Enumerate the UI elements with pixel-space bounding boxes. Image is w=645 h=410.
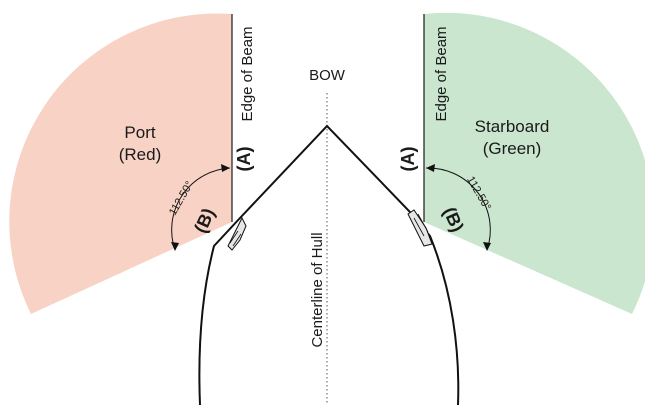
port-angle-arc [171, 167, 231, 251]
port-title-line2: (Red) [119, 145, 162, 164]
starboard-arrowhead-top-icon [426, 164, 435, 172]
port-title-line1: Port [124, 123, 155, 142]
starboard-label-a: (A) [398, 147, 418, 172]
port-edge-of-beam-label: Edge of Beam [239, 26, 256, 121]
port-light-fixture [227, 216, 247, 251]
port-red-sector [9, 13, 232, 315]
starboard-edge-of-beam-label: Edge of Beam [433, 26, 450, 121]
starboard-arrowhead-bottom-icon [483, 242, 491, 251]
port-label-a: (A) [234, 147, 254, 172]
starboard-title-line2: (Green) [483, 139, 542, 158]
centerline-of-hull-label: Centerline of Hull [309, 232, 326, 347]
starboard-angle-arc [425, 167, 491, 251]
port-arrowhead-bottom-icon [171, 242, 179, 251]
hull-outline [198, 124, 460, 406]
starboard-green-sector [424, 12, 645, 314]
bow-label: BOW [309, 67, 346, 84]
starboard-light-fixture [407, 209, 433, 247]
starboard-title-line1: Starboard [475, 117, 550, 136]
port-arrowhead-top-icon [221, 164, 230, 172]
